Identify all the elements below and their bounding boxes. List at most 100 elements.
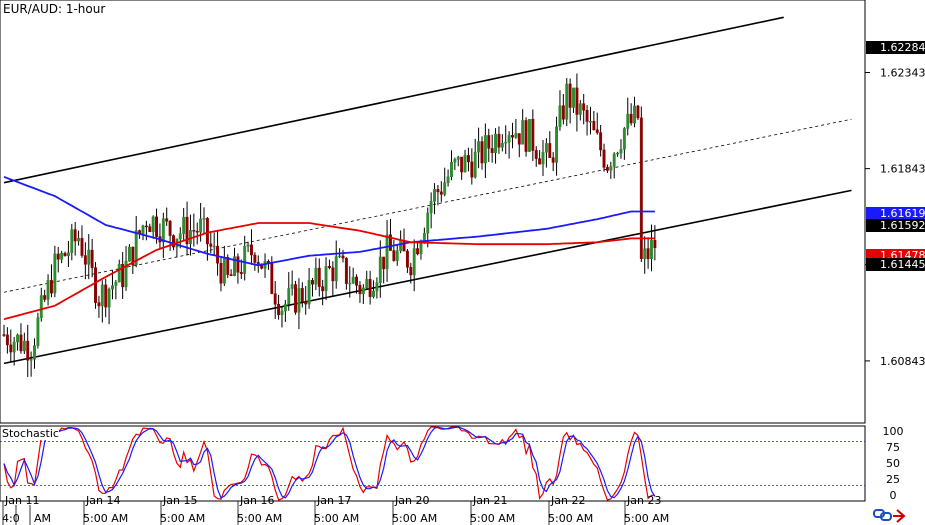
candle-body xyxy=(202,218,206,220)
candle-body xyxy=(311,280,314,285)
candle-body xyxy=(473,151,477,178)
candle-body xyxy=(334,256,338,282)
candle-body xyxy=(382,256,386,270)
candle-body xyxy=(358,285,362,295)
candle-body xyxy=(436,189,440,193)
candle-body xyxy=(205,218,209,245)
time-label: 5:00 AM xyxy=(314,512,359,525)
candle-body xyxy=(46,280,50,300)
candle-body xyxy=(446,176,450,183)
date-label: Jan 17 xyxy=(316,494,351,507)
date-label: Jan 11 xyxy=(4,494,39,507)
candle-body xyxy=(517,133,521,145)
candle-body xyxy=(233,256,236,276)
candle-body xyxy=(395,250,399,261)
candle-body xyxy=(589,121,592,123)
candle-body xyxy=(572,87,575,108)
candle-body xyxy=(633,105,636,124)
candle-body xyxy=(575,87,579,115)
candle-body xyxy=(239,272,243,274)
current-price-label: 1.62284 xyxy=(880,41,925,54)
stoch-tick-label: 50 xyxy=(886,457,900,470)
candle-body xyxy=(511,135,514,138)
time-label: AM xyxy=(34,512,51,525)
candle-body xyxy=(256,262,260,265)
time-axis: Jan 11 Jan 14 Jan 15 Jan 16 Jan 17 Jan 20 Jan … xyxy=(2,494,669,525)
candle-body xyxy=(178,233,182,240)
stoch-d-line xyxy=(3,426,656,499)
candle-body xyxy=(375,282,379,292)
candle-body xyxy=(405,250,409,268)
candle-body xyxy=(50,280,53,294)
current-price-label: 1.61619 xyxy=(880,207,925,220)
candle-body xyxy=(500,142,504,148)
candle-body xyxy=(480,141,484,164)
candle-body xyxy=(582,103,586,111)
stochastic-lines xyxy=(0,426,865,501)
candle-body xyxy=(341,255,345,259)
candle-body xyxy=(94,267,97,303)
link-icon[interactable] xyxy=(873,509,892,521)
candle-body xyxy=(605,167,609,171)
stoch-k-line xyxy=(3,426,655,501)
candle-body xyxy=(521,120,525,145)
candle-body xyxy=(490,148,494,153)
channel-upper-line xyxy=(3,16,784,184)
candle-body xyxy=(297,288,301,313)
candle-body xyxy=(629,113,633,124)
candle-body xyxy=(528,119,531,152)
candle-body xyxy=(216,245,220,264)
candle-body xyxy=(53,253,57,294)
candle-body xyxy=(368,279,372,297)
candle-body xyxy=(538,158,542,165)
candle-body xyxy=(592,121,596,131)
stoch-tick-label: 75 xyxy=(886,441,900,454)
price-label-bg xyxy=(866,207,925,220)
candle-body xyxy=(636,105,640,119)
candle-body xyxy=(463,155,467,173)
candle-body xyxy=(127,246,131,262)
candle-body xyxy=(321,286,325,292)
candle-body xyxy=(639,117,643,259)
candle-body xyxy=(497,133,501,148)
candle-body xyxy=(36,317,40,346)
candle-body xyxy=(9,344,13,353)
candle-body xyxy=(307,280,311,305)
price-axis: 1.623431.618431.613431.608431.622841.616… xyxy=(865,41,925,502)
candle-body xyxy=(561,105,565,120)
time-label: 5:00 AM xyxy=(470,512,515,525)
red-moving-average-line xyxy=(3,222,655,321)
stochastic-label: Stochastic xyxy=(2,427,59,440)
candle-body xyxy=(348,282,352,285)
candle-body xyxy=(107,288,111,308)
candle-body xyxy=(565,83,569,120)
candle-body xyxy=(429,201,433,214)
candle-body xyxy=(2,334,6,336)
candle-body xyxy=(243,245,247,274)
candle-body xyxy=(419,241,423,255)
candle-body xyxy=(43,295,47,300)
candle-body xyxy=(148,226,152,233)
candle-body xyxy=(90,249,94,268)
scroll-right-arrow-icon[interactable] xyxy=(893,509,906,523)
time-label: 4:0 xyxy=(2,512,20,525)
candle-body xyxy=(134,230,138,265)
candle-body xyxy=(70,229,74,253)
candle-body xyxy=(12,341,16,353)
candle-body xyxy=(494,133,498,153)
candle-body xyxy=(616,152,620,155)
candle-body xyxy=(287,288,291,305)
stoch-tick-label: 100 xyxy=(883,425,904,438)
candle-body xyxy=(599,132,603,151)
candle-body xyxy=(277,303,281,316)
candle-body xyxy=(544,143,548,153)
time-label: 5:00 AM xyxy=(548,512,593,525)
candle-body xyxy=(314,267,318,285)
candle-body xyxy=(5,334,9,346)
candle-body xyxy=(33,345,36,360)
stoch-panel-frame xyxy=(0,425,866,502)
candle-body xyxy=(60,252,64,260)
channel-middle-line xyxy=(3,118,852,293)
candle-body xyxy=(331,267,335,282)
